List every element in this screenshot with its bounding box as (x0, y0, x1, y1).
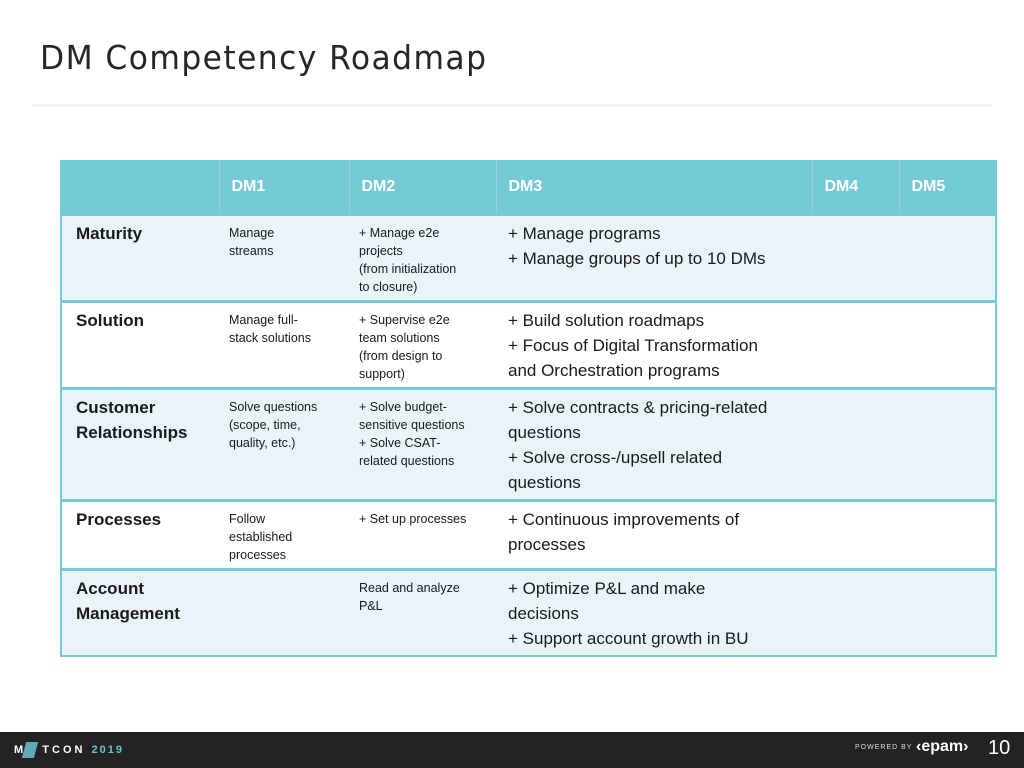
cell-dm5 (899, 568, 996, 656)
cell-dm4 (812, 213, 899, 302)
cell-line: P&L (359, 599, 383, 613)
cell-line: + Manage e2e (359, 226, 440, 240)
cell-line: + Supervise e2e (359, 313, 450, 327)
cell-line: + Optimize P&L and make (508, 579, 706, 598)
cell-line: questions (508, 473, 581, 492)
cell-line: Manage (229, 226, 275, 240)
row-label: Solution (61, 300, 219, 389)
row-label: Maturity (61, 213, 219, 302)
cell-line: related questions (359, 454, 455, 468)
table-header-row: DM1 DM2 DM3 DM4 DM5 (61, 160, 997, 215)
cell-line: Read and analyze (359, 581, 460, 595)
table-row: Solution Manage full-stack solutions + Sup… (61, 300, 996, 389)
cell-line: + Build solution roadmaps (508, 311, 705, 330)
cell-line: processes (508, 535, 586, 554)
cell-line: support) (359, 367, 405, 381)
cell-dm2: + Manage e2e projects (from initialization… (349, 213, 496, 302)
row-label: Customer Relationships (61, 387, 219, 501)
cell-line: (from initialization (359, 262, 457, 276)
cell-line: Manage full- (229, 313, 298, 327)
cell-line: team solutions (359, 331, 440, 345)
mitcon-logo: M TCON 2019 (14, 742, 124, 758)
cell-dm4 (812, 568, 899, 656)
logo-diamond-icon (22, 742, 39, 758)
cell-line: + Continuous improvements of (508, 510, 740, 529)
header-cell-dm4: DM4 (812, 160, 900, 215)
cell-line: projects (359, 244, 403, 258)
cell-line: streams (229, 244, 274, 258)
cell-line: processes (229, 548, 286, 562)
cell-line: + Manage programs (508, 224, 661, 243)
cell-line: + Solve contracts & pricing-related (508, 398, 768, 417)
table-row: Maturity Manage streams + Manage e2e project… (61, 213, 996, 302)
header-cell-dm5: DM5 (899, 160, 997, 215)
cell-dm3: + Continuous improvements of processes (496, 499, 812, 570)
cell-dm3: + Optimize P&L and make decisions + Suppor… (496, 568, 812, 656)
row-label: Account Management (61, 568, 219, 656)
header-cell-dm2: DM2 (349, 160, 497, 215)
cell-dm1: Follow established processes (219, 499, 349, 570)
header-cell-empty (61, 160, 220, 215)
cell-dm5 (899, 213, 996, 302)
cell-dm4 (812, 499, 899, 570)
cell-dm2: + Solve budget-sensitive questions + Solv… (349, 387, 496, 501)
cell-line: + Support account growth in BU (508, 629, 749, 648)
cell-line: to closure) (359, 280, 418, 294)
cell-dm1 (219, 568, 349, 656)
cell-dm4 (812, 387, 899, 501)
roadmap-table: DM1 DM2 DM3 DM4 DM5 Maturity Manage streams + M… (60, 160, 997, 657)
cell-line: questions (508, 423, 581, 442)
cell-dm1: Manage streams (219, 213, 349, 302)
cell-line: + Focus of Digital Transformation (508, 336, 758, 355)
cell-line: + Solve budget- (359, 400, 447, 414)
cell-line: quality, etc.) (229, 436, 296, 450)
cell-dm1: Solve questions (scope, time, quality, etc… (219, 387, 349, 501)
cell-dm2: Read and analyze P&L (349, 568, 496, 656)
cell-dm1: Manage full-stack solutions (219, 300, 349, 389)
title-divider (32, 104, 992, 107)
cell-dm5 (899, 387, 996, 501)
header-cell-dm3: DM3 (496, 160, 813, 215)
cell-line: (from design to (359, 349, 443, 363)
epam-logo: ‹epam› (916, 738, 969, 755)
footer-bar: M TCON 2019 POWERED BY ‹epam› 10 (0, 732, 1024, 768)
cell-line: and Orchestration programs (508, 361, 720, 380)
cell-line: sensitive questions (359, 418, 465, 432)
cell-line: + Set up processes (359, 512, 467, 526)
cell-line: + Solve CSAT- (359, 436, 441, 450)
cell-line: + Manage groups of up to 10 DMs (508, 249, 766, 268)
cell-line: Solve questions (229, 400, 318, 414)
cell-line: established (229, 530, 293, 544)
cell-line: stack solutions (229, 331, 311, 345)
table-row: Processes Follow established processes + Set… (61, 499, 996, 570)
cell-line: (scope, time, (229, 418, 301, 432)
cell-dm2: + Set up processes (349, 499, 496, 570)
table-row: Account Management Read and analyze P&L + O… (61, 568, 996, 656)
cell-dm3: + Solve contracts & pricing-related quest… (496, 387, 812, 501)
cell-dm5 (899, 300, 996, 389)
cell-dm2: + Supervise e2e team solutions (from desig… (349, 300, 496, 389)
cell-line: Follow (229, 512, 266, 526)
header-cell-dm1: DM1 (219, 160, 350, 215)
cell-dm4 (812, 300, 899, 389)
row-label: Processes (61, 499, 219, 570)
cell-dm3: + Build solution roadmaps + Focus of Digi… (496, 300, 812, 389)
cell-line: + Solve cross-/upsell related (508, 448, 723, 467)
cell-dm5 (899, 499, 996, 570)
table-row: Customer Relationships Solve questions (sc… (61, 387, 996, 501)
page-number: 10 (988, 737, 1011, 759)
cell-dm3: + Manage programs + Manage groups of up t… (496, 213, 812, 302)
cell-line: decisions (508, 604, 579, 623)
page-title: DM Competency Roadmap (40, 38, 488, 77)
powered-by-label: POWERED BY (855, 744, 913, 751)
